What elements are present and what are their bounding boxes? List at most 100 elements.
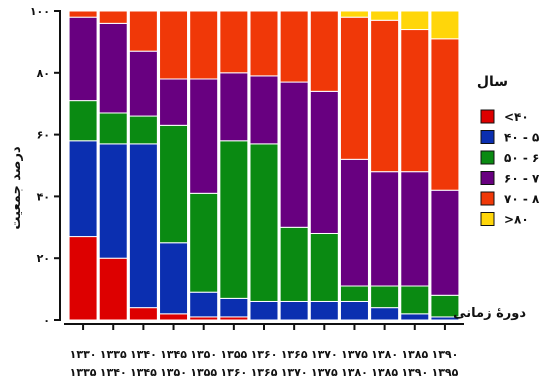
bar-segment	[339, 285, 369, 302]
x-tick-label-start: ۱۳۵۰	[190, 348, 217, 361]
legend-label: ۴۰ - ۵۰	[504, 131, 539, 145]
bar-segment	[430, 10, 460, 40]
x-tick-label-start: ۱۳۳۰	[70, 348, 97, 361]
bar-stack	[128, 10, 158, 321]
bar-segment	[430, 189, 460, 296]
bar-segment	[309, 232, 339, 302]
bar-stack	[159, 10, 189, 321]
bar-segment	[249, 75, 279, 145]
bar-segment	[98, 10, 128, 24]
x-tick-label-end: ۱۳۶۰	[220, 366, 247, 379]
bar-stack	[219, 10, 249, 321]
bar-segment	[309, 90, 339, 234]
legend-swatch	[480, 130, 495, 144]
bar-segment	[219, 140, 249, 299]
legend-item: ۴۰ - ۵۰	[480, 130, 539, 145]
bar-segment	[159, 242, 189, 315]
bar-segment	[98, 112, 128, 145]
bar-segment	[430, 38, 460, 191]
bar-stack	[309, 10, 339, 321]
legend-item: ۶۰ - ۷۰	[480, 171, 539, 186]
x-tick-label-end: ۱۳۴۰	[100, 366, 127, 379]
bar-segment	[159, 313, 189, 321]
bar-segment	[400, 313, 430, 321]
legend-swatch	[480, 171, 495, 185]
bar-stack	[98, 10, 128, 321]
x-tick-label-end: ۱۳۵۰	[160, 366, 187, 379]
x-tick-label-end: ۱۳۸۰	[341, 366, 368, 379]
bar-segment	[68, 10, 98, 18]
bar-segment	[249, 10, 279, 77]
legend: سال <۴۰ ۴۰ - ۵۰ ۵۰ - ۶۰ ۶۰ - ۷۰ ۷۰ - ۸۰ >۸۰	[477, 74, 539, 227]
bar-segment	[189, 78, 219, 194]
bar-segment	[189, 192, 219, 293]
bar-segment	[370, 171, 400, 287]
legend-label: <۴۰	[504, 110, 529, 124]
bar-segment	[339, 16, 369, 160]
bar-segment	[279, 300, 309, 321]
bar-segment	[219, 10, 249, 74]
bar-segment	[128, 115, 158, 145]
bar-stack	[339, 10, 369, 321]
bar-segment	[370, 307, 400, 321]
legend-label: ۵۰ - ۶۰	[504, 151, 539, 165]
legend-label: ۶۰ - ۷۰	[504, 172, 539, 186]
x-tick-label-end: ۱۳۹۵	[431, 366, 458, 379]
legend-item: <۴۰	[480, 109, 529, 124]
bar-stack	[400, 10, 430, 321]
legend-swatch	[480, 109, 495, 124]
x-tick-label-end: ۱۳۵۵	[190, 366, 217, 379]
bar-segment	[68, 236, 98, 321]
bar-segment	[370, 10, 400, 21]
x-tick-label-end: ۱۳۷۵	[311, 366, 338, 379]
bar-segment	[400, 29, 430, 173]
bar-segment	[128, 143, 158, 309]
x-tick-label-start: ۱۳۳۵	[100, 348, 127, 361]
x-tick-label-start: ۱۳۶۵	[281, 348, 308, 361]
y-axis-label: درصد جمعیت	[9, 146, 24, 230]
bar-segment	[279, 10, 309, 83]
x-tick-label-end: ۱۳۶۵	[251, 366, 278, 379]
bar-segment	[159, 78, 189, 126]
bar-segment	[189, 291, 219, 318]
x-tick-label-start: ۱۳۴۰	[130, 348, 157, 361]
legend-label: ۷۰ - ۸۰	[504, 192, 539, 206]
legend-swatch	[480, 212, 495, 226]
legend-item: ۷۰ - ۸۰	[480, 191, 539, 206]
y-tick-label: ۰	[43, 314, 50, 327]
x-tick-label-end: ۱۳۸۵	[371, 366, 398, 379]
bar-stack	[370, 10, 400, 321]
bar-segment	[68, 140, 98, 238]
bar-segment	[279, 226, 309, 302]
bar-segment	[370, 285, 400, 309]
legend-label: >۸۰	[504, 213, 529, 227]
bar-stack	[430, 10, 460, 321]
x-tick-label-start: ۱۳۸۵	[401, 348, 428, 361]
plot-area	[68, 10, 460, 321]
bar-segment	[219, 72, 249, 142]
bar-segment	[339, 300, 369, 321]
legend-swatch	[480, 150, 495, 165]
bar-segment	[309, 300, 339, 321]
bar-segment	[400, 171, 430, 287]
y-tick-label: ۲۰	[37, 252, 50, 265]
bar-segment	[128, 307, 158, 321]
bar-segment	[279, 81, 309, 228]
x-tick-label-end: ۱۳۴۵	[130, 366, 157, 379]
x-tick-label-start: ۱۳۴۵	[160, 348, 187, 361]
bar-segment	[219, 297, 249, 318]
bar-segment	[128, 50, 158, 117]
bar-segment	[98, 257, 128, 321]
y-tick-label: ۱۰۰	[30, 5, 50, 18]
x-tick-label-end: ۱۳۹۰	[401, 366, 428, 379]
bar-segment	[400, 10, 430, 31]
legend-item: >۸۰	[480, 212, 529, 227]
legend-title: سال	[477, 74, 508, 90]
bar-segment	[128, 10, 158, 52]
x-tick-label-start: ۱۳۷۰	[311, 348, 338, 361]
bar-segment	[249, 300, 279, 321]
y-tick-label: ۶۰	[37, 129, 50, 142]
x-tick-label-end: ۱۳۳۵	[70, 366, 97, 379]
bar-segment	[309, 10, 339, 92]
